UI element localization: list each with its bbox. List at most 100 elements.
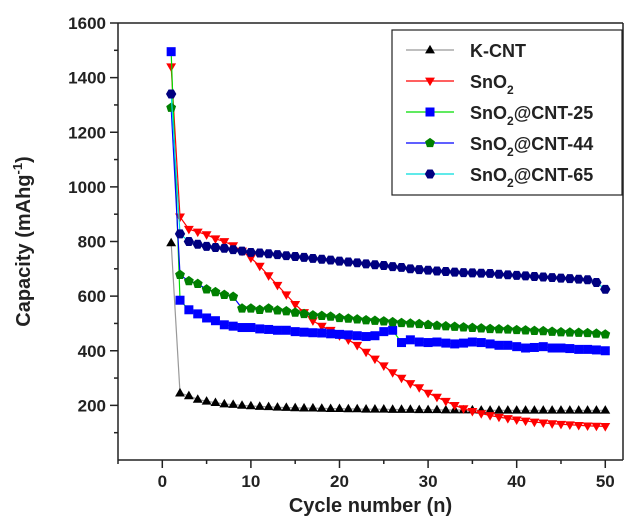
data-point <box>378 404 389 413</box>
data-point <box>192 394 203 403</box>
data-point <box>290 327 300 337</box>
legend-item: SnO2@CNT-25 <box>406 103 593 128</box>
data-point <box>192 278 203 289</box>
data-point <box>494 413 504 423</box>
data-point <box>591 422 602 432</box>
data-point <box>361 332 371 342</box>
legend: K-CNT SnO2 SnO2@CNT-25 SnO2@CNT-44 SnO2@CNT-… <box>391 29 623 196</box>
data-point <box>502 270 513 280</box>
data-point <box>237 400 247 409</box>
data-point <box>325 403 336 413</box>
data-point <box>210 243 221 252</box>
data-point <box>440 397 451 407</box>
y-axis-title-sup: -1 <box>10 163 25 175</box>
data-point <box>565 344 575 354</box>
data-point <box>184 305 194 315</box>
data-point <box>573 327 584 337</box>
data-point <box>449 402 460 411</box>
data-point <box>485 405 496 414</box>
axes-layer: 200 400 600 800 1000 1200 1400 1600 0 10 20 30 40 50 <box>68 14 624 491</box>
data-point <box>378 362 389 371</box>
legend-marker <box>425 44 435 54</box>
data-point <box>201 396 212 405</box>
data-point <box>166 237 177 247</box>
data-point <box>414 318 425 329</box>
y-tick-label: 1600 <box>68 14 106 33</box>
data-point <box>281 402 292 411</box>
data-point <box>529 405 540 414</box>
data-point <box>387 404 398 413</box>
data-point <box>449 321 460 331</box>
legend-marker <box>425 107 435 117</box>
data-point <box>547 405 558 414</box>
data-point <box>299 327 309 337</box>
y-tick-label: 200 <box>78 396 106 415</box>
data-point <box>529 325 540 335</box>
series-layer <box>165 47 611 432</box>
data-point <box>600 423 611 432</box>
data-point <box>547 326 558 336</box>
data-point <box>263 401 274 411</box>
data-point <box>458 268 469 278</box>
data-point <box>343 403 354 413</box>
data-point <box>449 267 460 277</box>
legend-label: K-CNT <box>470 41 526 61</box>
data-point <box>316 310 327 320</box>
data-point <box>538 405 549 414</box>
legend-marker <box>425 77 435 87</box>
data-point <box>396 404 407 413</box>
data-point <box>299 308 309 319</box>
data-point <box>458 405 469 414</box>
data-point <box>582 327 593 338</box>
data-point <box>263 272 274 281</box>
data-point <box>201 231 212 240</box>
data-point <box>485 323 496 334</box>
data-point <box>556 343 566 353</box>
data-point <box>361 348 372 358</box>
data-point <box>202 313 212 323</box>
data-point <box>520 271 531 281</box>
data-point <box>405 335 415 345</box>
data-point <box>183 237 195 246</box>
data-point <box>255 324 265 334</box>
data-point <box>272 250 283 260</box>
data-point <box>370 331 380 341</box>
data-point <box>175 269 185 280</box>
data-point <box>423 404 434 414</box>
data-point <box>564 405 575 414</box>
data-point <box>245 303 256 313</box>
data-point <box>503 340 513 350</box>
data-point <box>343 257 354 267</box>
data-point <box>352 403 363 413</box>
data-point <box>564 327 575 337</box>
data-point <box>511 270 522 280</box>
data-point <box>281 251 292 261</box>
data-point <box>378 261 389 271</box>
data-point <box>396 262 407 272</box>
data-point <box>422 265 434 275</box>
legend-label: SnO2@CNT-44 <box>470 134 593 159</box>
data-point <box>414 265 425 275</box>
data-point <box>387 316 398 327</box>
data-point <box>520 325 531 335</box>
data-point <box>352 331 362 341</box>
data-point <box>219 398 230 408</box>
y-axis-title-close: ) <box>13 156 35 163</box>
data-point <box>547 343 557 353</box>
data-point <box>414 337 424 347</box>
data-point <box>600 346 610 356</box>
data-point <box>405 264 416 274</box>
data-point <box>423 319 434 329</box>
data-point <box>352 341 363 351</box>
data-point <box>546 273 558 283</box>
data-point <box>511 405 522 414</box>
data-point <box>298 252 310 262</box>
data-point <box>556 405 566 414</box>
data-point <box>193 309 203 319</box>
legend-marker <box>424 169 436 179</box>
data-point <box>538 325 549 336</box>
data-point <box>484 268 496 278</box>
y-tick-label: 1400 <box>68 69 106 88</box>
data-point <box>476 410 487 419</box>
data-point <box>175 387 185 397</box>
